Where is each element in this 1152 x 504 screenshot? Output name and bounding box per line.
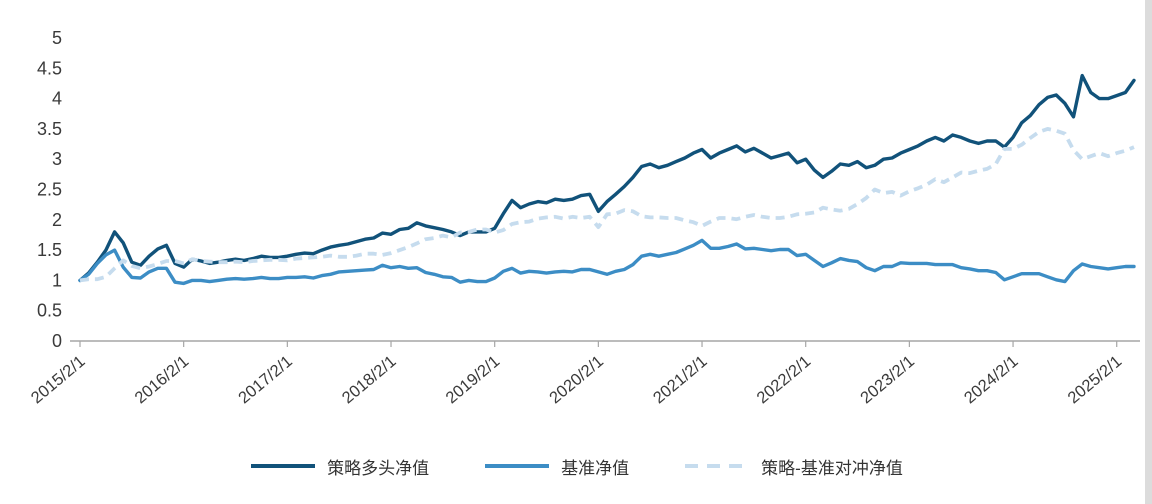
x-axis-tick-label: 2021/2/1: [650, 352, 711, 407]
x-axis-tick-label: 2019/2/1: [442, 352, 503, 407]
chart-area: 0 0.5 1 1.5 2 2.5 3 3.5 4 4.5 5 2015/2/1 2016/2/1 201…: [28, 28, 1140, 407]
legend-line-benchmark: [485, 464, 550, 468]
legend-item-benchmark: 基准净值: [483, 454, 629, 479]
legend-label-hedged: 策略-基准对冲净值: [761, 458, 903, 478]
x-axis-tick-label: 2020/2/1: [546, 352, 607, 407]
y-axis-tick-label: 2: [52, 210, 62, 230]
y-axis-tick-label: 5: [52, 28, 62, 48]
legend-item-hedged: 策略-基准对冲净值: [683, 454, 903, 479]
legend-line-strategy-long: [251, 464, 316, 468]
legend-item-strategy-long: 策略多头净值: [249, 454, 429, 479]
page-edge-artifact: [1145, 0, 1152, 504]
x-axis-tick-label: 2022/2/1: [753, 352, 814, 407]
x-axis-tick-label: 2025/2/1: [1065, 352, 1126, 407]
x-axis-tick-label: 2016/2/1: [131, 352, 192, 407]
y-axis-tick-label: 4.5: [37, 58, 62, 78]
x-axis-tick-label: 2024/2/1: [961, 352, 1022, 407]
y-axis-tick-label: 2.5: [37, 180, 62, 200]
line-chart: 0 0.5 1 1.5 2 2.5 3 3.5 4 4.5 5 2015/2/1 2016/2/1 201…: [28, 28, 1140, 407]
series-line-2: [79, 126, 1135, 283]
y-axis-tick-label: 1.5: [37, 240, 62, 260]
legend-label-strategy-long: 策略多头净值: [327, 458, 430, 478]
y-axis-tick-label: 3: [52, 149, 62, 169]
y-axis-tick-label: 3.5: [37, 119, 62, 139]
legend-label-benchmark: 基准净值: [561, 458, 630, 478]
y-axis-tick-label: 0.5: [37, 301, 62, 321]
x-axis-tick-label: 2017/2/1: [235, 352, 296, 407]
y-axis-tick-label: 1: [52, 270, 62, 290]
y-axis-tick-label: 4: [52, 89, 62, 109]
chart-legend: 策略多头净值 基准净值 策略-基准对冲净值: [0, 440, 1152, 492]
legend-line-hedged: [685, 464, 750, 468]
series-line-1: [78, 238, 1136, 286]
x-axis-tick-label: 2023/2/1: [857, 352, 918, 407]
series-line-0: [78, 73, 1136, 283]
x-axis-tick-label: 2015/2/1: [28, 352, 89, 407]
x-axis-tick-label: 2018/2/1: [339, 352, 400, 407]
y-axis-tick-label: 0: [52, 331, 62, 351]
